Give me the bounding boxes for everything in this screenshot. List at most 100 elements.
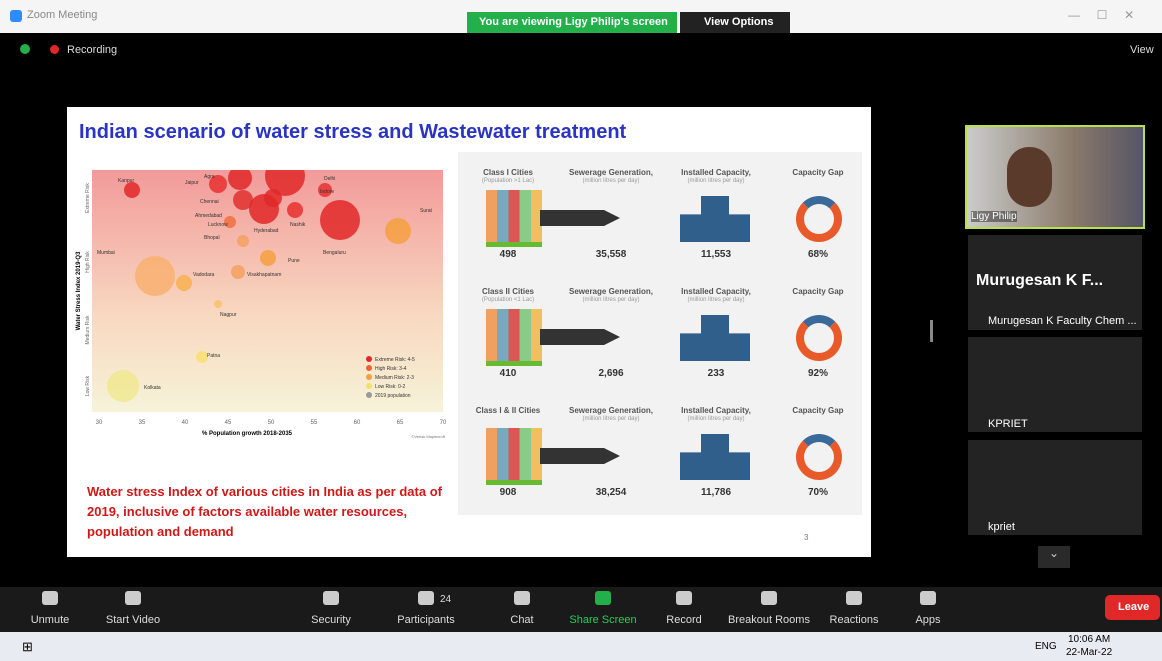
toolbar-button[interactable]: Record [666, 614, 701, 626]
y-category: Extreme Risk [85, 183, 91, 213]
cell-value: 38,254 [596, 487, 627, 498]
leave-text: Leave [1118, 601, 1149, 613]
legend-label: Medium Risk: 2-3 [375, 375, 414, 381]
y-category: High Risk [85, 251, 91, 273]
toolbar-icon [125, 591, 141, 605]
buildings [486, 309, 542, 366]
start[interactable]: ⊞ [22, 639, 33, 655]
toolbar-button[interactable]: Security [311, 614, 351, 626]
window-controls[interactable]: — ☐ ✕ [1068, 8, 1134, 22]
class-title: Class II Cities [458, 287, 558, 296]
city-label: Ahmedabad [195, 213, 222, 219]
tile-big-name: Murugesan K F... [976, 272, 1103, 290]
donut [796, 434, 842, 480]
toolbar-button[interactable]: Apps [915, 614, 940, 626]
toolbar-button[interactable]: Reactions [830, 614, 879, 626]
column-title: Sewerage Generation, [561, 287, 661, 296]
column-note: (million litres per day) [661, 297, 771, 303]
city-label: Lucknow [208, 222, 228, 228]
column-title: Capacity Gap [768, 287, 868, 296]
x-tick-label: 50 [268, 420, 275, 426]
toolbar-icon [595, 591, 611, 605]
x-tick-label: 35 [139, 420, 146, 426]
legend-dot [366, 356, 372, 362]
banner-text: You are viewing Ligy Philip's screen [479, 16, 668, 28]
city-label: Bengaluru [323, 250, 346, 256]
cell-value: 11,786 [701, 487, 731, 498]
bubble [107, 370, 139, 402]
bubble [176, 275, 192, 291]
toolbar-icon [418, 591, 434, 605]
legend-dot [366, 374, 372, 380]
toolbar-icon [846, 591, 862, 605]
pipe [540, 210, 620, 226]
view-options[interactable]: View Options [680, 12, 790, 33]
cell-value: 11,553 [701, 249, 731, 260]
city-label: Patna [207, 353, 220, 359]
banner: You are viewing Ligy Philip's screen [467, 12, 677, 33]
legend-dot [366, 383, 372, 389]
date: 22-Mar-22 [1066, 647, 1112, 658]
cell-value: 908 [500, 487, 517, 498]
class-title: Class I Cities [458, 168, 558, 177]
x-tick-label: 45 [225, 420, 232, 426]
toolbar-icon [761, 591, 777, 605]
cell-value: 92% [808, 368, 828, 379]
pipe [540, 448, 620, 464]
city-label: Surat [420, 208, 433, 214]
column-title: Installed Capacity, [666, 168, 766, 177]
cell-value: 498 [500, 249, 517, 260]
view-options-text: View Options [704, 16, 773, 28]
column-title: Sewerage Generation, [561, 168, 661, 177]
page-number: 3 [804, 533, 808, 542]
x-tick-label: 60 [354, 420, 361, 426]
column-title: Installed Capacity, [666, 406, 766, 415]
video-tile: Ligy Philip [965, 125, 1145, 229]
title-bar: Zoom Meeting You are viewing Ligy Philip… [0, 0, 1162, 33]
x-tick-label: 70 [440, 420, 447, 426]
toolbar-button[interactable]: Chat [510, 614, 533, 626]
person [1007, 147, 1052, 207]
city-label: Delhi [324, 176, 335, 182]
zoom-icon [10, 10, 22, 22]
toolbar-button[interactable]: Start Video [106, 614, 160, 626]
y-category: Medium Risk [85, 315, 91, 344]
column-title: Capacity Gap [768, 406, 868, 415]
column-note: (million litres per day) [556, 178, 666, 184]
bubble [231, 265, 245, 279]
city-label: Visakhapatnam [247, 272, 281, 278]
x-axis-label: % Population growth 2018-2035 [202, 431, 293, 437]
cell-value: 68% [808, 249, 828, 260]
pipe [540, 329, 620, 345]
cell-value: 35,558 [596, 249, 627, 260]
city-label: Jaipur [185, 180, 199, 186]
city-label: Chennai [200, 199, 219, 205]
x-tick-label: 65 [397, 420, 404, 426]
view-button[interactable]: View [1130, 44, 1154, 56]
leave-button[interactable]: Leave [1105, 595, 1160, 620]
legend-label: 2019 population [375, 393, 411, 399]
toolbar-icon [676, 591, 692, 605]
column-note: (million litres per day) [556, 416, 666, 422]
window-title: Zoom Meeting [27, 9, 97, 21]
city-label: Kolkata [144, 385, 161, 391]
toolbar-button[interactable]: Share Screen [569, 614, 636, 626]
scroll-down[interactable]: ⌄ [1038, 546, 1070, 568]
column-title: Installed Capacity, [666, 287, 766, 296]
donut [796, 196, 842, 242]
toolbar-button[interactable]: Participants [397, 614, 454, 626]
city-label: Vadodara [193, 272, 215, 278]
column-title: Sewerage Generation, [561, 406, 661, 415]
donut [796, 315, 842, 361]
x-tick-label: 55 [311, 420, 318, 426]
toolbar-button[interactable]: Breakout Rooms [728, 614, 810, 626]
toolbar-button[interactable]: Unmute [31, 614, 70, 626]
bubble [237, 235, 249, 247]
bubble [260, 250, 276, 266]
toolbar: Leave 24 UnmuteStart VideoSecurityPartic… [0, 587, 1162, 632]
legend-label: Low Risk: 0-2 [375, 384, 406, 390]
video-name: Ligy Philip [971, 211, 1017, 222]
tile-name: Murugesan K Faculty Chem ... [988, 315, 1137, 327]
y-category: Low Risk [85, 375, 91, 396]
tile-name: kpriet [988, 521, 1015, 533]
